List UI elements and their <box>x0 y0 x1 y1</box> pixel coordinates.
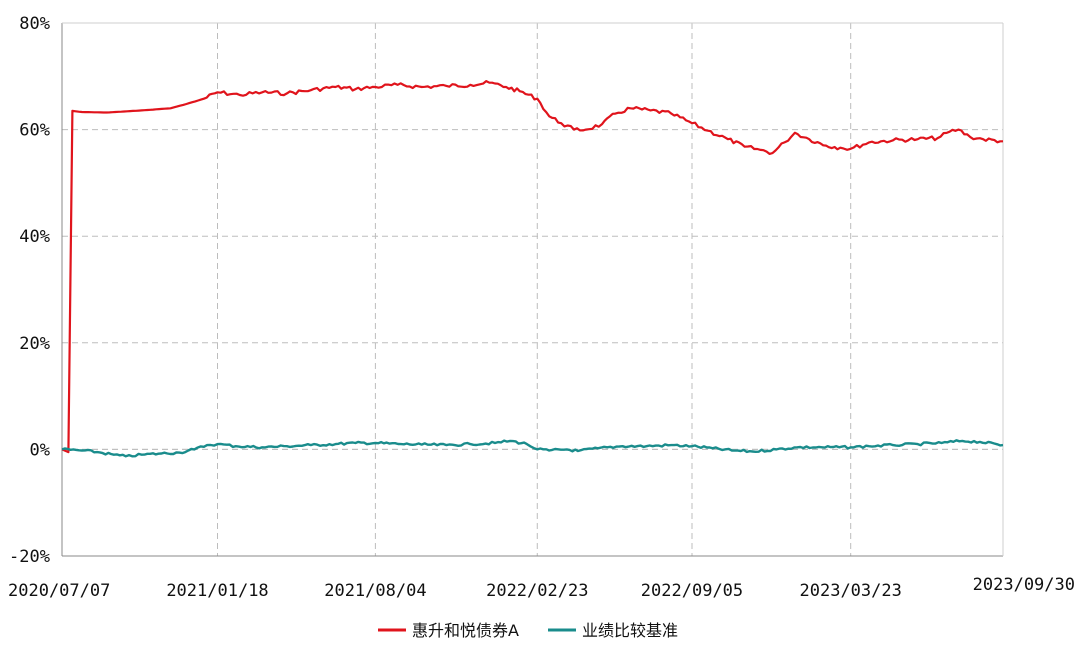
y-tick-label: 20% <box>19 334 50 354</box>
y-tick-label: 60% <box>19 121 50 141</box>
x-tick-label: 2020/07/07 <box>8 581 110 601</box>
y-tick-label: 80% <box>19 14 50 34</box>
y-axis-ticks: 80% 60% 40% 20% 0% -20% <box>9 14 50 567</box>
grid-lines <box>62 23 1003 556</box>
x-tick-label: 2022/02/23 <box>486 581 588 601</box>
series-line-2 <box>61 439 1004 458</box>
y-tick-label: 0% <box>30 440 50 460</box>
x-tick-label: 2023/03/23 <box>800 581 902 601</box>
series-layer <box>61 80 1004 458</box>
series-line-1 <box>61 80 1003 454</box>
x-tick-label: 2023/09/30 <box>973 575 1075 595</box>
legend-label-1: 惠升和悦债券A <box>412 621 519 640</box>
legend: 惠升和悦债券A 业绩比较基准 <box>378 621 678 640</box>
x-tick-label: 2021/01/18 <box>166 581 268 601</box>
x-tick-label: 2021/08/04 <box>324 581 426 601</box>
x-axis-ticks: 2020/07/07 2021/01/18 2021/08/04 2022/02/23… <box>8 575 1075 601</box>
y-tick-label: -20% <box>9 547 50 567</box>
y-tick-label: 40% <box>19 227 50 247</box>
legend-label-2: 业绩比较基准 <box>582 621 678 640</box>
x-tick-label: 2022/09/05 <box>641 581 743 601</box>
axes <box>61 22 1004 557</box>
